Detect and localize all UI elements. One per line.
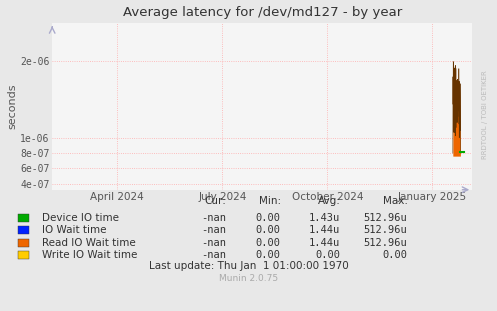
Text: Write IO Wait time: Write IO Wait time (42, 250, 138, 260)
Text: 0.00: 0.00 (256, 250, 281, 260)
Y-axis label: seconds: seconds (7, 84, 17, 129)
Text: 0.00: 0.00 (256, 213, 281, 223)
Text: -nan: -nan (201, 213, 226, 223)
Text: Last update: Thu Jan  1 01:00:00 1970: Last update: Thu Jan 1 01:00:00 1970 (149, 261, 348, 271)
Text: Min:: Min: (258, 196, 281, 206)
Text: 512.96u: 512.96u (364, 213, 408, 223)
Text: -nan: -nan (201, 250, 226, 260)
Text: Read IO Wait time: Read IO Wait time (42, 238, 136, 248)
Text: 1.44u: 1.44u (309, 238, 340, 248)
Text: 512.96u: 512.96u (364, 238, 408, 248)
Text: -nan: -nan (201, 238, 226, 248)
Text: 0.00: 0.00 (256, 238, 281, 248)
Title: Average latency for /dev/md127 - by year: Average latency for /dev/md127 - by year (123, 7, 402, 19)
Text: Munin 2.0.75: Munin 2.0.75 (219, 274, 278, 283)
Text: 1.44u: 1.44u (309, 225, 340, 235)
Text: Cur:: Cur: (204, 196, 226, 206)
Text: 512.96u: 512.96u (364, 225, 408, 235)
Text: 1.43u: 1.43u (309, 213, 340, 223)
Text: RRDTOOL / TOBI OETIKER: RRDTOOL / TOBI OETIKER (482, 71, 488, 160)
Text: Device IO time: Device IO time (42, 213, 119, 223)
Text: 0.00: 0.00 (256, 225, 281, 235)
Text: 0.00: 0.00 (316, 250, 340, 260)
Text: Avg:: Avg: (318, 196, 340, 206)
Text: Max:: Max: (383, 196, 408, 206)
Text: 0.00: 0.00 (383, 250, 408, 260)
Text: IO Wait time: IO Wait time (42, 225, 107, 235)
Text: -nan: -nan (201, 225, 226, 235)
